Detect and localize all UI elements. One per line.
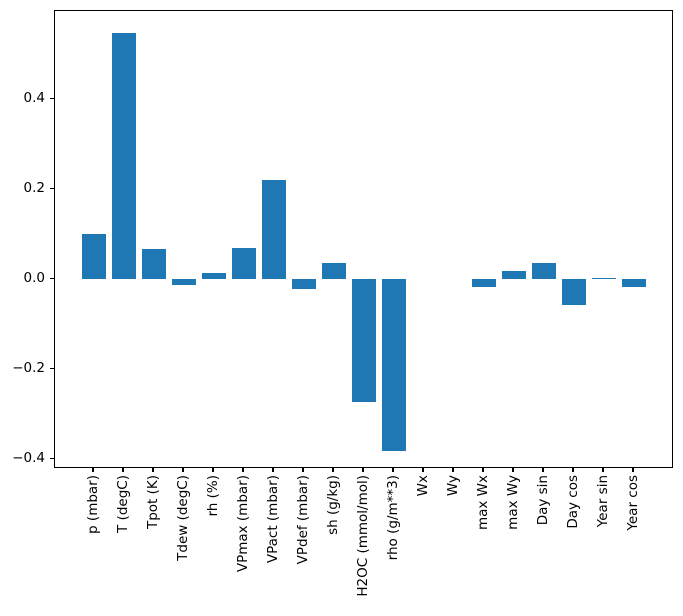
x-tick [182, 468, 184, 472]
y-tick [50, 367, 54, 369]
bar-year-sin [592, 277, 616, 280]
x-tick [392, 468, 394, 472]
bar-vpact-mbar [262, 179, 286, 280]
bar-rho-g-m-3 [382, 279, 406, 451]
x-tick-label: VPdef (mbar) [294, 475, 311, 565]
x-tick-label: Tdew (degC) [174, 475, 191, 561]
bar-vpdef-mbar [292, 279, 316, 290]
y-tick [50, 97, 54, 99]
bar-sh-g-kg [322, 262, 346, 280]
x-tick-label: VPact (mbar) [264, 475, 281, 564]
x-tick-label: max Wx [474, 475, 491, 531]
x-tick-label: Day sin [534, 475, 551, 526]
bar-h2oc-mmol-mol [352, 279, 376, 403]
x-tick-label: rh (%) [204, 475, 221, 517]
bar-tpot-k [142, 249, 166, 280]
bar-day-sin [532, 262, 556, 280]
bar-t-degc [112, 32, 136, 280]
x-tick-label: Tpot (K) [144, 475, 161, 530]
y-tick [50, 187, 54, 189]
x-tick [362, 468, 364, 472]
x-tick-label: Wx [414, 475, 431, 497]
x-tick-label: Wy [444, 475, 461, 497]
x-tick-label: p (mbar) [84, 475, 101, 534]
bar-max-wy [502, 271, 526, 280]
x-tick [242, 468, 244, 472]
x-tick [302, 468, 304, 472]
x-tick-label: VPmax (mbar) [234, 475, 251, 573]
x-tick-label: T (degC) [114, 475, 131, 533]
x-tick [602, 468, 604, 472]
x-tick [272, 468, 274, 472]
x-tick [152, 468, 154, 472]
plot-area [54, 10, 673, 468]
y-tick-label: 0.0 [23, 270, 45, 287]
bar-year-cos [622, 279, 646, 287]
y-tick-label: −0.4 [12, 450, 45, 467]
x-tick-label: Year sin [594, 475, 611, 528]
x-tick [452, 468, 454, 472]
bar-tdew-degc [172, 279, 196, 285]
x-tick [512, 468, 514, 472]
y-tick [50, 277, 54, 279]
bar-p-mbar [82, 234, 106, 280]
bar-vpmax-mbar [232, 247, 256, 280]
y-tick-label: 0.2 [23, 180, 45, 197]
x-tick-label: Day cos [564, 475, 581, 529]
x-tick [632, 468, 634, 472]
bar-day-cos [562, 279, 586, 306]
x-tick-label: max Wy [504, 475, 521, 530]
x-tick [482, 468, 484, 472]
x-tick-label: rho (g/m**3) [384, 475, 401, 561]
x-tick [422, 468, 424, 472]
x-tick [212, 468, 214, 472]
x-tick-label: sh (g/kg) [324, 475, 341, 535]
x-tick [542, 468, 544, 472]
y-tick [50, 457, 54, 459]
bar-rh [202, 273, 226, 280]
y-tick-label: 0.4 [23, 90, 45, 107]
y-tick-label: −0.2 [12, 360, 45, 377]
x-tick [122, 468, 124, 472]
x-tick [92, 468, 94, 472]
x-tick [572, 468, 574, 472]
x-tick-label: H2OC (mmol/mol) [354, 475, 371, 597]
x-tick [332, 468, 334, 472]
bar-max-wx [472, 279, 496, 288]
x-tick-label: Year cos [624, 475, 641, 531]
